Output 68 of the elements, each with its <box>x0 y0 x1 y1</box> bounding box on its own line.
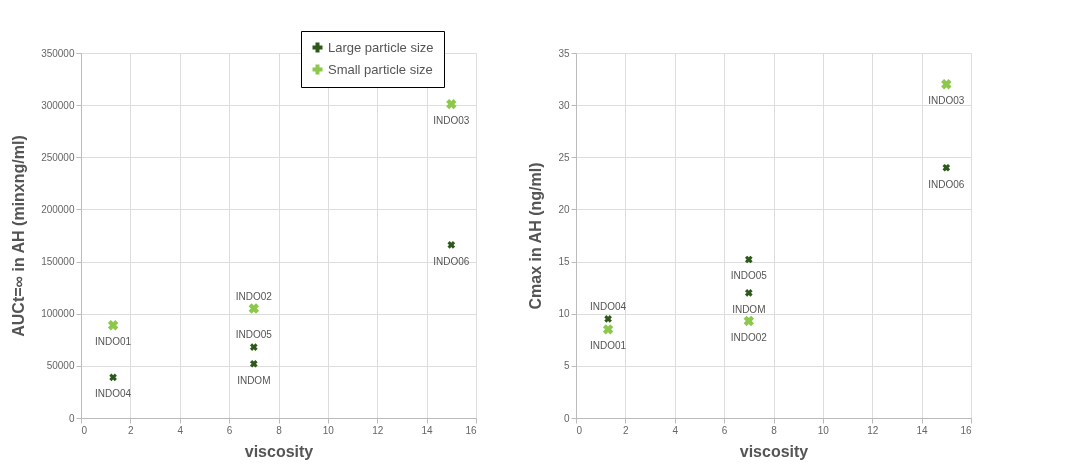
y-tick-label: 0 <box>68 412 75 424</box>
point <box>744 289 753 297</box>
point <box>743 315 754 327</box>
point <box>744 255 753 264</box>
y-tick-label: 300000 <box>41 99 75 111</box>
x-tick-label: 10 <box>817 424 830 436</box>
point <box>446 98 457 110</box>
x-tick-label: 16 <box>960 424 972 436</box>
x-tick-label: 14 <box>421 424 434 436</box>
point <box>109 373 117 382</box>
annotation: INDO05 <box>730 270 768 282</box>
point <box>249 359 258 368</box>
y-tick-label: 50000 <box>46 360 75 372</box>
y-axis-title: Cmax in AH (ng/ml) <box>527 162 545 310</box>
x-tick-label: 14 <box>916 424 929 436</box>
point <box>942 163 951 172</box>
x-tick-label: 8 <box>771 424 778 436</box>
annotation: INDO04 <box>95 388 132 400</box>
x-tick-label: 12 <box>372 424 384 436</box>
point <box>248 303 259 314</box>
x-tick-label: 8 <box>276 424 283 436</box>
annotation: INDO02 <box>235 290 273 302</box>
annotation: INDO06 <box>433 255 470 267</box>
y-tick-label: 25 <box>558 151 570 163</box>
x-tick-label: 0 <box>576 424 583 436</box>
y-tick-label: 15 <box>558 256 570 268</box>
x-tick-label: 16 <box>465 424 477 436</box>
annotation: INDOM <box>732 303 766 315</box>
y-tick-label: 30 <box>558 99 570 111</box>
y-tick-label: 100000 <box>41 308 75 320</box>
x-tick-label: 4 <box>672 424 679 436</box>
x-tick-label: 12 <box>867 424 879 436</box>
x-axis-title: viscosity <box>244 442 314 460</box>
annotation: INDO02 <box>730 332 768 344</box>
x-tick-label: 2 <box>128 424 135 436</box>
y-tick-label: 150000 <box>41 256 75 268</box>
y-tick-label: 250000 <box>41 151 75 163</box>
x-tick-label: 6 <box>226 424 233 436</box>
annotation: INDO06 <box>928 178 965 190</box>
y-tick-label: 35 <box>558 47 570 59</box>
point <box>941 79 952 90</box>
x-tick-label: 10 <box>322 424 335 436</box>
y-axis-title: AUCt=∞ in AH (minxng/ml) <box>10 135 28 337</box>
x-axis-title: viscosity <box>739 442 809 460</box>
x-tick-label: 6 <box>721 424 728 436</box>
annotation: INDOM <box>237 374 271 386</box>
y-tick-label: 10 <box>558 308 570 320</box>
y-tick-label: 5 <box>563 360 570 372</box>
point <box>447 241 456 249</box>
x-tick-label: 0 <box>81 424 88 436</box>
point <box>602 324 614 335</box>
y-tick-label: 350000 <box>41 47 75 59</box>
point <box>107 319 119 331</box>
annotation: INDO01 <box>590 340 627 352</box>
point <box>249 343 258 351</box>
annotation: INDO03 <box>928 95 965 107</box>
annotation: INDO04 <box>590 300 627 312</box>
annotation: INDO03 <box>433 115 470 127</box>
y-tick-label: 20 <box>558 203 570 215</box>
y-tick-label: 0 <box>563 412 570 424</box>
legend-label: Large particle size <box>328 39 434 55</box>
legend-label: Small particle size <box>328 61 433 77</box>
annotation: INDO01 <box>95 336 132 348</box>
annotation: INDO05 <box>235 329 273 341</box>
point <box>604 315 612 323</box>
y-tick-label: 200000 <box>41 203 75 215</box>
x-tick-label: 4 <box>177 424 184 436</box>
x-tick-label: 2 <box>623 424 630 436</box>
